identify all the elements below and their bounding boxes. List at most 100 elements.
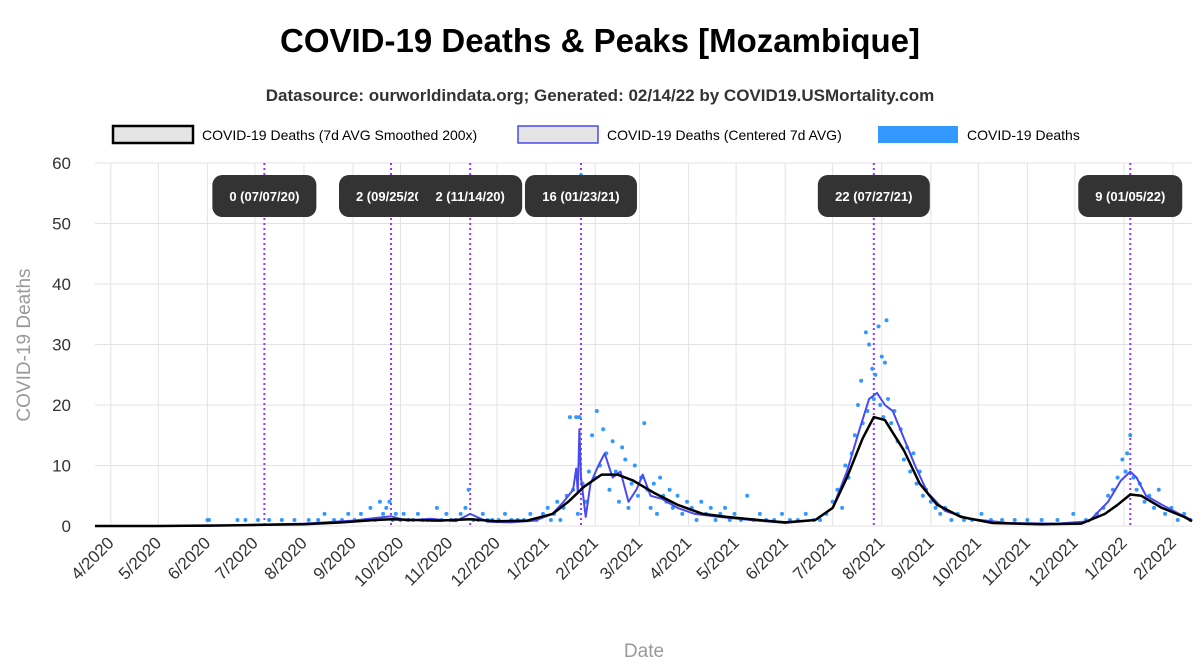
daily-death-point <box>243 517 248 522</box>
peak-label: 2 (09/25/20) <box>339 175 444 217</box>
daily-death-point <box>882 360 887 365</box>
daily-death-point <box>901 457 906 462</box>
peak-label-box <box>524 175 637 217</box>
legend-label-daily: COVID-19 Deaths <box>967 127 1080 143</box>
daily-death-point <box>685 499 690 504</box>
daily-death-point <box>938 511 943 516</box>
x-tick-label: 6/2021 <box>742 533 792 583</box>
daily-death-point <box>928 499 933 504</box>
daily-death-point <box>843 463 848 468</box>
x-tick-label: 11/2020 <box>400 533 456 589</box>
x-tick-label: 2/2021 <box>552 533 602 583</box>
daily-death-point <box>667 487 672 492</box>
daily-death-point <box>393 511 398 516</box>
daily-death-point <box>594 409 599 414</box>
daily-death-point <box>878 403 883 407</box>
daily-death-point <box>401 511 406 516</box>
daily-death-point <box>886 396 891 401</box>
daily-death-point <box>840 505 845 510</box>
peak-label-box <box>1078 175 1183 217</box>
daily-death-point <box>306 517 311 522</box>
legend-label-smoothed: COVID-19 Deaths (7d AVG Smoothed 200x) <box>202 127 477 143</box>
daily-death-point <box>1125 451 1130 456</box>
daily-death-point <box>855 403 860 407</box>
daily-death-point <box>699 499 704 504</box>
y-tick-label: 20 <box>52 396 71 415</box>
legend-swatch-smoothed <box>111 124 195 145</box>
daily-death-point <box>1128 433 1133 438</box>
peak-lines <box>263 163 1132 526</box>
daily-death-point <box>911 451 916 456</box>
legend-swatch-centered <box>517 125 599 144</box>
daily-death-point <box>575 511 580 516</box>
daily-death-point <box>558 517 563 522</box>
daily-death-point <box>586 469 591 474</box>
daily-death-point <box>629 481 634 486</box>
daily-death-point <box>1055 517 1060 522</box>
legend-label-centered: COVID-19 Deaths (Centered 7d AVG) <box>607 127 842 143</box>
daily-death-point <box>545 505 550 510</box>
peak-label: 22 (07/27/21) <box>817 175 930 217</box>
daily-death-point <box>607 487 612 492</box>
daily-death-point <box>632 463 637 468</box>
chart-title: COVID-19 Deaths & Peaks [Mozambique] <box>280 22 920 59</box>
daily-death-point <box>654 511 659 516</box>
daily-death-point <box>879 354 884 359</box>
daily-death-point <box>434 505 439 510</box>
x-tick-label: 11/2021 <box>978 533 1034 589</box>
daily-death-point <box>873 372 878 377</box>
daily-death-point <box>458 511 463 516</box>
x-tick-label: 7/2020 <box>212 533 262 583</box>
daily-death-point <box>1123 469 1128 474</box>
x-tick-label: 2/2022 <box>1130 533 1180 583</box>
peak-label-text: 2 (09/25/20) <box>356 189 426 204</box>
daily-death-point <box>623 457 628 462</box>
daily-death-point <box>567 415 572 420</box>
x-tick-label: 4/2020 <box>67 533 117 583</box>
daily-death-point <box>658 475 663 480</box>
legend-swatch-daily <box>878 126 958 143</box>
chart-subtitle: Datasource: ourworldindata.org; Generate… <box>265 86 935 105</box>
daily-death-point <box>577 415 582 420</box>
daily-death-point <box>675 493 680 498</box>
x-tick-label: 10/2021 <box>928 533 985 590</box>
peak-label-box <box>817 175 930 217</box>
y-tick-label: 50 <box>52 215 71 234</box>
daily-death-point <box>884 318 889 323</box>
daily-death-point <box>1163 511 1168 516</box>
y-tick-label: 40 <box>52 275 71 294</box>
daily-death-point <box>316 517 321 522</box>
x-tick-label: 12/2021 <box>1025 533 1082 590</box>
daily-death-point <box>480 511 485 516</box>
daily-death-point <box>708 505 713 510</box>
x-tick-label: 5/2021 <box>693 533 743 583</box>
x-tick-label: 1/2022 <box>1081 533 1131 583</box>
daily-death-point <box>206 517 211 522</box>
daily-death-point <box>267 517 272 522</box>
peak-label-text: 22 (07/27/21) <box>835 189 912 204</box>
daily-death-point <box>933 505 938 510</box>
peak-label-text: 2 (11/14/20) <box>435 189 504 204</box>
daily-death-point <box>1039 517 1044 522</box>
daily-death-point <box>610 439 615 444</box>
y-tick-label: 60 <box>52 154 71 173</box>
x-tick-label: 8/2021 <box>838 533 888 583</box>
daily-death-point <box>384 505 389 510</box>
x-tick-label: 1/2021 <box>503 533 553 583</box>
peak-label: 9 (01/05/22) <box>1078 175 1183 217</box>
daily-death-point <box>889 421 894 426</box>
y-axis-title: COVID-19 Deaths <box>14 268 35 421</box>
daily-death-point <box>803 511 808 516</box>
daily-death-point <box>979 511 984 516</box>
daily-death-point <box>620 445 625 450</box>
y-axis-ticks: 0 10 20 30 40 50 60 <box>52 154 71 536</box>
peak-label-box <box>418 175 523 217</box>
daily-death-point <box>852 433 857 438</box>
daily-death-point <box>322 511 327 516</box>
daily-death-point <box>279 517 284 522</box>
daily-death-point <box>881 415 886 420</box>
x-tick-label: 5/2020 <box>115 533 165 583</box>
daily-death-point <box>463 505 468 510</box>
daily-death-point <box>574 415 579 420</box>
